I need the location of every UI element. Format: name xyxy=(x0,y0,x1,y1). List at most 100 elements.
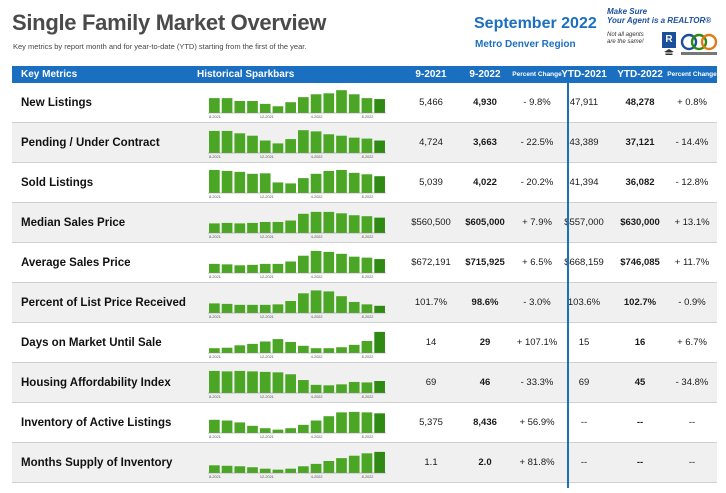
sparkbar-tick-label: 8-2021 xyxy=(209,195,221,199)
sparkbar-tick-label: 8-2021 xyxy=(209,115,221,119)
table-row: Housing Affordability Index 69 46 - 33.3% 69… xyxy=(12,363,717,403)
table-row: Median Sales Price $560,500 $605,000 + 7.9%… xyxy=(12,203,717,243)
sparkbar xyxy=(310,348,322,353)
value-ytd-pct: - 34.8% xyxy=(675,377,709,388)
sparkbar xyxy=(272,372,284,393)
value-month-curr: 46 xyxy=(479,377,491,388)
col-ytd-curr: YTD-2022 xyxy=(617,69,663,80)
report-month: September 2022 xyxy=(474,15,597,32)
sparkbar xyxy=(209,303,220,313)
brand-tagline-1: Make Sure xyxy=(607,7,648,16)
value-ytd-curr: -- xyxy=(636,457,644,468)
sparkbar-tick-label: 4-2022 xyxy=(311,155,323,159)
sparkbar xyxy=(348,301,360,313)
metric-label: Median Sales Price xyxy=(21,217,126,229)
sparkbar xyxy=(361,382,373,393)
brand-tagline-2: Your Agent is a REALTOR® xyxy=(607,16,712,25)
sparkbar-tick-label: 8-2021 xyxy=(209,395,221,399)
sparkbar xyxy=(209,98,220,113)
sparkbar xyxy=(247,343,258,353)
sparkbar xyxy=(259,263,271,273)
sparkbar-tick-label: 8-2022 xyxy=(362,435,374,439)
sparkbar xyxy=(247,371,258,393)
sparkbar xyxy=(298,130,309,153)
sparkbar xyxy=(259,173,271,193)
sparkbar xyxy=(234,370,246,393)
table-row: Inventory of Active Listings 5,375 8,436 + … xyxy=(12,403,717,443)
sparkbar xyxy=(336,253,347,273)
sparkbar xyxy=(310,173,322,193)
brand-note: Not all agents are the same! xyxy=(607,32,663,46)
value-month-prev: 5,466 xyxy=(419,97,443,108)
sparkbar xyxy=(285,301,296,313)
sparkbar xyxy=(323,93,335,113)
sparkbar-tick-label: 12-2021 xyxy=(260,435,274,439)
col-month-prev: 9-2021 xyxy=(415,69,447,80)
sparkbar xyxy=(272,339,284,353)
sparkbar xyxy=(336,135,347,153)
sparkbar xyxy=(348,94,360,113)
sparkbar xyxy=(310,131,322,153)
sparkbar-tick-label: 8-2022 xyxy=(362,115,374,119)
value-ytd-curr: $630,000 xyxy=(620,217,660,228)
sparkbar xyxy=(310,384,322,393)
value-month-prev: $560,500 xyxy=(411,217,451,228)
value-month-curr: $715,925 xyxy=(465,257,505,268)
sparkbar xyxy=(323,211,335,233)
table-row: Months Supply of Inventory 1.1 2.0 + 81.8% -… xyxy=(12,443,717,483)
value-ytd-pct: -- xyxy=(688,457,696,468)
value-month-pct: - 20.2% xyxy=(520,177,554,188)
sparkbar xyxy=(285,428,296,433)
sparkbar-chart: 8-2021 12-2021 4-2022 8-2022 xyxy=(208,411,386,439)
sparkbar-chart: 8-2021 12-2021 4-2022 8-2022 xyxy=(208,211,386,239)
sparkbar xyxy=(209,419,220,433)
sparkbar xyxy=(336,296,347,313)
sparkbar xyxy=(298,97,309,113)
sparkbar xyxy=(323,461,335,473)
sparkbar xyxy=(285,139,296,153)
value-month-pct: + 6.5% xyxy=(522,257,552,268)
sparkbar xyxy=(259,304,271,313)
sparkbar-chart: 8-2021 12-2021 4-2022 8-2022 xyxy=(208,130,386,159)
sparkbar-tick-label: 12-2021 xyxy=(260,475,274,479)
sparkbar xyxy=(209,263,220,273)
metric-label: New Listings xyxy=(21,97,92,109)
sparkbar xyxy=(374,381,385,393)
table-row: Pending / Under Contract 4,724 3,663 - 22.5… xyxy=(12,123,717,163)
sparkbar xyxy=(310,463,322,473)
sparkbar xyxy=(209,370,220,393)
metric-label: Inventory of Active Listings xyxy=(21,417,172,429)
sparkbar-tick-label: 12-2021 xyxy=(260,275,274,279)
sparkbar xyxy=(361,257,373,273)
sparkbar-tick-label: 8-2022 xyxy=(362,235,374,239)
sparkbar xyxy=(259,221,271,233)
sparkbar-chart: 8-2021 12-2021 4-2022 8-2022 xyxy=(208,169,386,199)
value-month-pct: - 33.3% xyxy=(520,377,554,388)
value-month-pct: + 56.9% xyxy=(519,417,555,428)
sparkbar-chart: 8-2021 12-2021 4-2022 8-2022 xyxy=(208,90,386,119)
sparkbar-tick-label: 8-2021 xyxy=(209,155,221,159)
sparkbar xyxy=(323,291,335,313)
sparkbar xyxy=(247,101,258,113)
sparkbar-tick-label: 8-2022 xyxy=(362,355,374,359)
sparkbar-tick-label: 8-2022 xyxy=(362,315,374,319)
sparkbar-tick-label: 8-2022 xyxy=(362,275,374,279)
report-region: Metro Denver Region xyxy=(475,39,576,50)
sparkbar xyxy=(298,213,309,233)
sparkbar-tick-label: 8-2021 xyxy=(209,355,221,359)
sparkbar xyxy=(310,211,322,233)
metric-label: Months Supply of Inventory xyxy=(21,457,173,469)
sparkbar-tick-label: 12-2021 xyxy=(260,115,274,119)
sparkbar-tick-label: 8-2022 xyxy=(362,475,374,479)
sparkbar xyxy=(234,101,246,113)
metric-label: Days on Market Until Sale xyxy=(21,337,162,349)
sparkbar-chart: 8-2021 12-2021 4-2022 8-2022 xyxy=(208,290,386,319)
sparkbar xyxy=(272,221,284,233)
sparkbar xyxy=(361,412,373,433)
sparkbar xyxy=(348,455,360,473)
sparkbar xyxy=(336,412,347,433)
sparkbar xyxy=(348,344,360,353)
sparkbar xyxy=(298,424,309,433)
sparkbar xyxy=(221,130,233,153)
